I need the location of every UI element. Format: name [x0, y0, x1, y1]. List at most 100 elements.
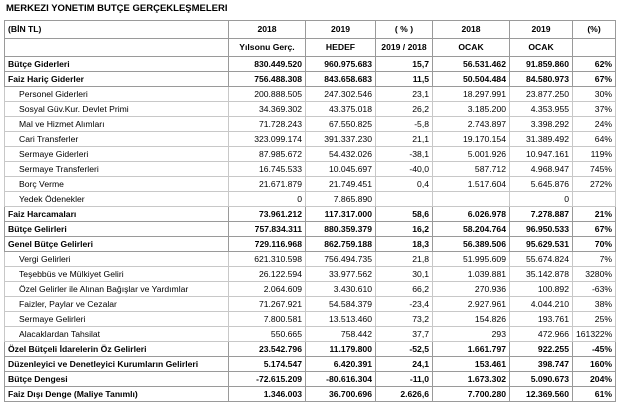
table-header: (BİN TL) 2018 2019( % ) 2018 2019 (%) Yılsonu … — [4, 20, 616, 57]
table-cell: 7.278.887 — [509, 206, 573, 222]
table-cell: -23,4 — [375, 296, 433, 312]
table-cell: 30,1 — [375, 266, 433, 282]
table-row: Genel Bütçe Gelirleri 729.116.968 862.759.… — [4, 236, 616, 252]
table-cell: 756.488.308 — [228, 71, 306, 87]
table-row: Düzenleyici ve Denetleyici Kurumların Ge… — [4, 356, 616, 372]
table-row: Borç Verme 21.671.879 21.749.451 0,4 1.517.6… — [4, 176, 616, 192]
table-cell: 11.179.800 — [305, 341, 376, 357]
table-cell: 19.170.154 — [432, 131, 510, 147]
table-cell: 54.432.026 — [305, 146, 376, 162]
table-cell: 117.317.000 — [305, 206, 376, 222]
table-cell: 36.700.696 — [305, 386, 376, 402]
table-cell: 2018 — [432, 20, 510, 39]
table-cell: 23.877.250 — [509, 86, 573, 102]
table-cell: 621.310.598 — [228, 251, 306, 267]
table-cell: 756.494.735 — [305, 251, 376, 267]
table-cell: Mal ve Hizmet Alımları — [4, 116, 229, 132]
table-cell: (%) — [572, 20, 616, 39]
table-cell: 58,6 — [375, 206, 433, 222]
table-cell: HEDEF — [305, 38, 376, 57]
table-cell: OCAK — [432, 38, 510, 57]
table-cell: 21.671.879 — [228, 176, 306, 192]
table-cell: 61% — [572, 386, 616, 402]
table-cell: 5.645.876 — [509, 176, 573, 192]
table-cell: 56.531.462 — [432, 56, 510, 72]
table-cell: 7.800.581 — [228, 311, 306, 327]
table-cell: 550.665 — [228, 326, 306, 342]
table-cell: 10.045.697 — [305, 161, 376, 177]
table-row: Personel Giderleri 200.888.505 247.302.546… — [4, 86, 616, 102]
table-cell: 2019 — [509, 20, 573, 39]
table-row: Mal ve Hizmet Alımları 71.728.243 67.550.8… — [4, 116, 616, 132]
table-cell: 830.449.520 — [228, 56, 306, 72]
table-cell — [4, 38, 229, 57]
table-cell: -80.616.304 — [305, 371, 376, 387]
table-cell: 154.826 — [432, 311, 510, 327]
table-cell: 843.658.683 — [305, 71, 376, 87]
table-cell: 1.661.797 — [432, 341, 510, 357]
table-cell: 67% — [572, 221, 616, 237]
table-cell: 54.584.379 — [305, 296, 376, 312]
table-row: Bütçe Giderleri 830.449.520 960.975.683 15,… — [4, 56, 616, 72]
table-cell: 3280% — [572, 266, 616, 282]
table-row: Faiz Hariç Giderler 756.488.308 843.658.68… — [4, 71, 616, 87]
table-cell: 18.297.991 — [432, 86, 510, 102]
table-row: Faizler, Paylar ve Cezalar 71.267.921 54.5… — [4, 296, 616, 312]
table-cell: 587.712 — [432, 161, 510, 177]
table-cell: 31.389.492 — [509, 131, 573, 147]
table-cell: 71.728.243 — [228, 116, 306, 132]
table-row: Yedek Ödenekler 0 7.865.890 0 — [4, 191, 616, 207]
table-cell: 13.513.460 — [305, 311, 376, 327]
table-cell: 34.369.302 — [228, 101, 306, 117]
table-row: Faiz Harcamaları 73.961.212 117.317.000 58,… — [4, 206, 616, 222]
table-cell: (BİN TL) — [4, 20, 229, 39]
table-cell: 25% — [572, 311, 616, 327]
table-row: Alacaklardan Tahsilat 550.665 758.442 37,7 2… — [4, 326, 616, 342]
table-body: Bütçe Giderleri 830.449.520 960.975.683 15,… — [4, 56, 616, 402]
table-cell: Teşebbüs ve Mülkiyet Geliri — [4, 266, 229, 282]
table-cell: Düzenleyici ve Denetleyici Kurumların Ge… — [4, 356, 229, 372]
table-row: Bütçe Gelirleri 757.834.311 880.359.379 16,… — [4, 221, 616, 237]
table-cell: Faiz Harcamaları — [4, 206, 229, 222]
table-row: Teşebbüs ve Mülkiyet Geliri 26.122.594 33.… — [4, 266, 616, 282]
table-cell: 1.346.003 — [228, 386, 306, 402]
table-cell: 23.542.796 — [228, 341, 306, 357]
table-cell: 50.504.484 — [432, 71, 510, 87]
table-cell: 43.375.018 — [305, 101, 376, 117]
table-cell: 2019 — [305, 20, 376, 39]
table-cell: Yedek Ödenekler — [4, 191, 229, 207]
table-cell: 472.966 — [509, 326, 573, 342]
table-cell: 67% — [572, 71, 616, 87]
table-cell: Personel Giderleri — [4, 86, 229, 102]
table-cell: Özel Gelirler ile Alınan Bağışlar ve Yar… — [4, 281, 229, 297]
table-cell: 70% — [572, 236, 616, 252]
table-cell: 293 — [432, 326, 510, 342]
table-cell: 6.420.391 — [305, 356, 376, 372]
table-row: Vergi Gelirleri 621.310.598 756.494.735 21,… — [4, 251, 616, 267]
table-cell: Bütçe Dengesi — [4, 371, 229, 387]
table-cell: 23,1 — [375, 86, 433, 102]
table-cell: 2.743.897 — [432, 116, 510, 132]
table-cell: 0 — [228, 191, 306, 207]
table-cell: 66,2 — [375, 281, 433, 297]
table-cell: Bütçe Gelirleri — [4, 221, 229, 237]
table-cell: 745% — [572, 161, 616, 177]
table-row: Faiz Dışı Denge (Maliye Tanımlı) 1.346.00… — [4, 386, 616, 402]
table-cell: 30% — [572, 86, 616, 102]
table-cell: Özel Bütçeli İdarelerin Öz Gelirleri — [4, 341, 229, 357]
table-cell: 1.673.302 — [432, 371, 510, 387]
table-cell: Sermaye Gelirleri — [4, 311, 229, 327]
table-cell: 2018 — [228, 20, 306, 39]
table-cell: Faiz Dışı Denge (Maliye Tanımlı) — [4, 386, 229, 402]
table-cell: 323.099.174 — [228, 131, 306, 147]
table-cell: 37,7 — [375, 326, 433, 342]
table-cell: Vergi Gelirleri — [4, 251, 229, 267]
table-cell: 26.122.594 — [228, 266, 306, 282]
table-cell: ( % ) — [375, 20, 433, 39]
table-cell: -11,0 — [375, 371, 433, 387]
table-cell: 119% — [572, 146, 616, 162]
table-cell — [572, 38, 616, 57]
table-cell: 7.865.890 — [305, 191, 376, 207]
table-cell: 91.859.860 — [509, 56, 573, 72]
table-cell: 270.936 — [432, 281, 510, 297]
